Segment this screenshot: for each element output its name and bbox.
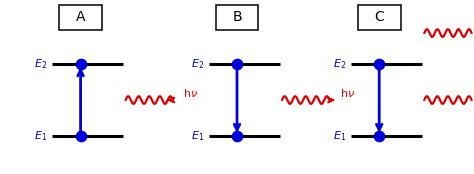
Point [77, 63, 84, 66]
FancyBboxPatch shape [216, 5, 258, 30]
Text: $E_1$: $E_1$ [333, 129, 346, 143]
Text: h$\nu$: h$\nu$ [340, 87, 355, 99]
Point [375, 63, 383, 66]
Text: $E_2$: $E_2$ [34, 57, 47, 71]
Text: $E_1$: $E_1$ [34, 129, 47, 143]
Text: h$\nu$: h$\nu$ [183, 87, 199, 99]
Text: A: A [76, 10, 85, 24]
Text: $E_1$: $E_1$ [191, 129, 204, 143]
Text: B: B [232, 10, 242, 24]
Point [233, 134, 241, 137]
Text: $E_2$: $E_2$ [191, 57, 204, 71]
Point [233, 63, 241, 66]
Text: C: C [374, 10, 384, 24]
Point [77, 134, 84, 137]
FancyBboxPatch shape [358, 5, 401, 30]
Point [375, 134, 383, 137]
Text: $E_2$: $E_2$ [333, 57, 346, 71]
FancyBboxPatch shape [59, 5, 102, 30]
